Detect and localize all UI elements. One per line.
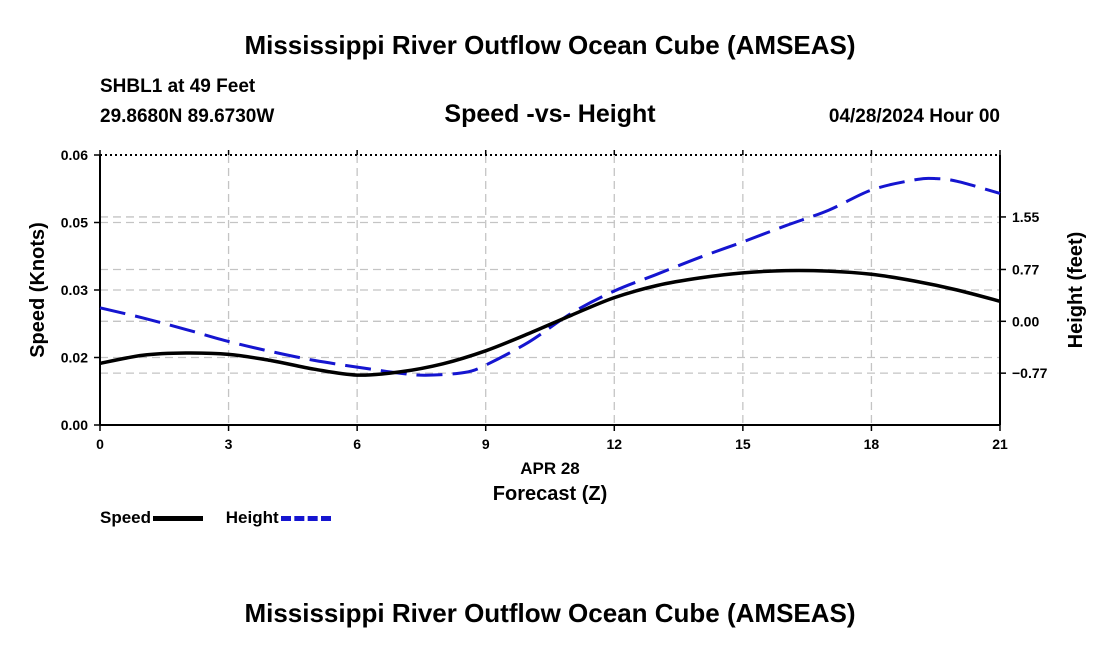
legend-swatch-height <box>280 515 331 521</box>
legend-label-speed: Speed <box>100 508 152 527</box>
legend-label-height: Height <box>225 508 279 527</box>
legend-item-speed: Speed <box>100 508 204 528</box>
y-tick-label: 0.02 <box>61 350 88 366</box>
y-tick-label: 0.05 <box>61 215 88 231</box>
y2-tick-label: −0.77 <box>1012 365 1048 381</box>
axis-labels: APR 28 Forecast (Z) Speed (Knots) Height… <box>27 222 1087 505</box>
y2-axis-title: Height (feet) <box>1065 232 1087 349</box>
y2-tick-label: 0.77 <box>1012 261 1039 277</box>
x-tick-label: 12 <box>606 436 622 452</box>
x-axis-date-label: APR 28 <box>520 459 580 478</box>
station-coordinates: 29.8680N 89.6730W <box>100 106 275 127</box>
main-title: Mississippi River Outflow Ocean Cube (AM… <box>244 30 856 60</box>
x-axis-title: Forecast (Z) <box>493 483 607 505</box>
height-series-line <box>99 176 1001 377</box>
chart-title: Speed -vs- Height <box>444 100 656 128</box>
x-tick-label: 0 <box>96 436 104 452</box>
forecast-datetime: 04/28/2024 Hour 00 <box>828 106 1000 127</box>
x-tick-label: 15 <box>735 436 751 452</box>
y-tick-label: 0.03 <box>61 282 88 298</box>
x-tick-label: 21 <box>992 436 1008 452</box>
legend: Speed Height <box>100 508 349 528</box>
x-tick-label: 18 <box>864 436 880 452</box>
y2-tick-label: 0.00 <box>1012 313 1039 329</box>
axes: 0 3 6 9 12 15 18 21 0.00 0.02 0.03 0.05 0.06 −0.77 0.0… <box>61 147 1048 452</box>
x-tick-label: 6 <box>353 436 361 452</box>
speed-series-line <box>99 268 1001 377</box>
legend-item-height: Height <box>226 508 331 528</box>
y2-tick-label: 1.55 <box>1012 209 1039 225</box>
series <box>99 176 1001 377</box>
y-tick-label: 0.00 <box>61 417 88 433</box>
x-tick-label: 3 <box>225 436 233 452</box>
y-axis-title: Speed (Knots) <box>27 222 49 358</box>
footer-title: Mississippi River Outflow Ocean Cube (AM… <box>244 598 856 628</box>
grid <box>100 155 1000 425</box>
station-name: SHBL1 at 49 Feet <box>100 76 256 97</box>
y-tick-label: 0.06 <box>61 147 88 163</box>
x-tick-label: 9 <box>482 436 490 452</box>
legend-swatch-speed <box>153 515 204 521</box>
